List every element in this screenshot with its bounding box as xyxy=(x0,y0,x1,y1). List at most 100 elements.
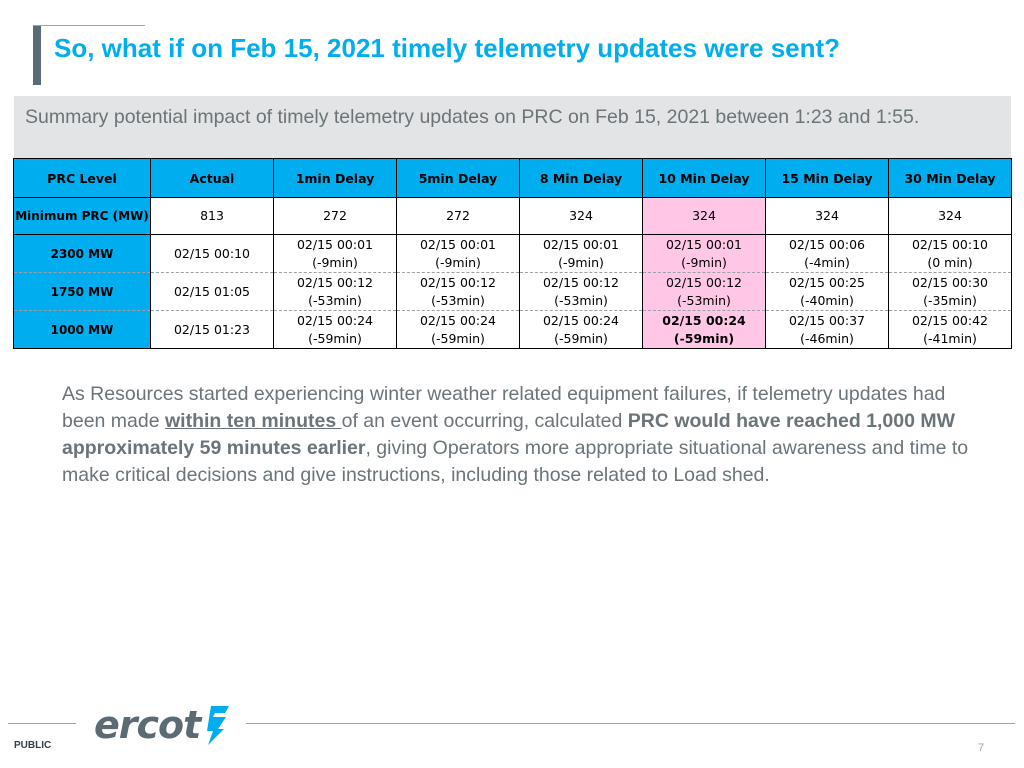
cell-delta: (-53min) xyxy=(308,292,362,308)
table-row-2300mw: 2300 MW 02/15 00:10 02/15 00:01 (-9min) 0… xyxy=(13,234,1012,273)
ercot-logo: ercot xyxy=(94,700,232,750)
page-number: 7 xyxy=(978,742,985,754)
table-cell: 813 xyxy=(150,197,274,235)
table-cell: 02/15 00:42 (-41min) xyxy=(888,310,1012,349)
table-cell-highlighted: 324 xyxy=(642,197,766,235)
row-label: 2300 MW xyxy=(13,234,151,273)
header-prc-level: PRC Level xyxy=(13,158,151,198)
cell-delta: (-59min) xyxy=(308,330,362,346)
cell-delta: (-46min) xyxy=(800,330,854,346)
cell-time: 02/15 00:42 xyxy=(911,312,989,328)
table-cell: 272 xyxy=(273,197,397,235)
cell-time: 02/15 00:30 xyxy=(911,274,989,290)
summary-box: Summary potential impact of timely telem… xyxy=(14,96,1011,158)
body-emphasis-bold: PRC would have reached 1,000 MW approxim… xyxy=(62,410,956,459)
cell-time: 02/15 00:10 xyxy=(911,236,989,252)
table-cell: 02/15 00:37 (-46min) xyxy=(765,310,889,349)
table-row-minimum-prc: Minimum PRC (MW) 813 272 272 324 324 324… xyxy=(13,197,1012,235)
summary-text: Summary potential impact of timely telem… xyxy=(25,106,920,128)
cell-time: 02/15 00:12 xyxy=(419,274,497,290)
header-15min-delay: 15 Min Delay xyxy=(765,158,889,198)
body-text-part: , giving Operators more appropriate situ… xyxy=(62,437,969,486)
body-text-part: As Resources started experiencing winter… xyxy=(62,383,946,432)
title-rule xyxy=(33,25,145,26)
cell-delta: (-9min) xyxy=(435,254,481,270)
footer-rule-left xyxy=(8,723,76,724)
cell-delta: (-35min) xyxy=(923,292,977,308)
cell-time: 02/15 00:06 xyxy=(788,236,866,252)
table-cell: 02/15 00:01 (-9min) xyxy=(273,234,397,273)
header-30min-delay: 30 Min Delay xyxy=(888,158,1012,198)
cell-time: 02/15 00:01 xyxy=(542,236,620,252)
cell-time: 02/15 00:37 xyxy=(788,312,866,328)
table-cell: 02/15 00:10 (0 min) xyxy=(888,234,1012,273)
cell-time: 02/15 00:01 xyxy=(665,236,743,252)
body-paragraph: As Resources started experiencing winter… xyxy=(62,381,987,489)
cell-time: 02/15 00:24 xyxy=(419,312,497,328)
cell-delta: (-53min) xyxy=(554,292,608,308)
cell-delta: (-9min) xyxy=(681,254,727,270)
table-cell: 02/15 00:24 (-59min) xyxy=(396,310,520,349)
table-row-1750mw: 1750 MW 02/15 01:05 02/15 00:12 (-53min) … xyxy=(13,272,1012,311)
cell-time: 02/15 00:12 xyxy=(665,274,743,290)
header-10min-delay: 10 Min Delay xyxy=(642,158,766,198)
table-cell: 02/15 00:06 (-4min) xyxy=(765,234,889,273)
body-emphasis-underline: within ten minutes xyxy=(165,410,342,432)
cell-delta: (0 min) xyxy=(927,254,973,270)
cell-delta: (-59min) xyxy=(431,330,485,346)
header-actual: Actual xyxy=(150,158,274,198)
header-5min-delay: 5min Delay xyxy=(396,158,520,198)
cell-time: 02/15 00:12 xyxy=(296,274,374,290)
table-cell: 02/15 00:12 (-53min) xyxy=(273,272,397,311)
cell-time: 02/15 00:24 xyxy=(296,312,374,328)
table-cell: 02/15 00:12 (-53min) xyxy=(396,272,520,311)
header-1min-delay: 1min Delay xyxy=(273,158,397,198)
body-text-part: of an event occurring, calculated xyxy=(341,410,628,432)
table-cell: 02/15 00:12 (-53min) xyxy=(519,272,643,311)
cell-time: 02/15 00:24 xyxy=(542,312,620,328)
cell-delta: (-9min) xyxy=(312,254,358,270)
cell-time: 02/15 00:12 xyxy=(542,274,620,290)
table-cell: 324 xyxy=(519,197,643,235)
cell-time: 02/15 00:24 xyxy=(662,312,746,328)
cell-delta: (-59min) xyxy=(554,330,608,346)
table-cell: 324 xyxy=(765,197,889,235)
table-cell-highlighted: 02/15 00:12 (-53min) xyxy=(642,272,766,311)
prc-table: PRC Level Actual 1min Delay 5min Delay 8… xyxy=(13,158,1012,349)
cell-time: 02/15 00:01 xyxy=(419,236,497,252)
table-cell: 02/15 00:25 (-40min) xyxy=(765,272,889,311)
header-8min-delay: 8 Min Delay xyxy=(519,158,643,198)
row-label: 1750 MW xyxy=(13,272,151,311)
classification-label: PUBLIC xyxy=(14,740,52,751)
table-cell-highlighted: 02/15 00:01 (-9min) xyxy=(642,234,766,273)
table-cell: 02/15 00:01 (-9min) xyxy=(519,234,643,273)
table-row-1000mw: 1000 MW 02/15 01:23 02/15 00:24 (-59min) … xyxy=(13,310,1012,349)
slide-title: So, what if on Feb 15, 2021 timely telem… xyxy=(54,33,841,63)
cell-time: 02/15 00:25 xyxy=(788,274,866,290)
table-cell: 272 xyxy=(396,197,520,235)
title-accent-bar xyxy=(33,25,41,85)
cell-delta: (-59min) xyxy=(673,330,735,346)
table-header-row: PRC Level Actual 1min Delay 5min Delay 8… xyxy=(13,158,1012,198)
row-label: Minimum PRC (MW) xyxy=(13,197,151,235)
footer-rule-right xyxy=(246,723,1015,724)
table-cell: 02/15 00:24 (-59min) xyxy=(273,310,397,349)
cell-delta: (-40min) xyxy=(800,292,854,308)
cell-delta: (-53min) xyxy=(677,292,731,308)
row-label: 1000 MW xyxy=(13,310,151,349)
cell-delta: (-53min) xyxy=(431,292,485,308)
table-cell: 02/15 01:23 xyxy=(150,310,274,349)
table-cell: 02/15 00:30 (-35min) xyxy=(888,272,1012,311)
cell-delta: (-41min) xyxy=(923,330,977,346)
table-cell: 02/15 00:24 (-59min) xyxy=(519,310,643,349)
table-cell-highlighted: 02/15 00:24 (-59min) xyxy=(642,310,766,349)
lightning-bolt-icon xyxy=(207,706,230,745)
cell-time: 02/15 00:01 xyxy=(296,236,374,252)
table-cell: 324 xyxy=(888,197,1012,235)
cell-delta: (-4min) xyxy=(804,254,850,270)
table-cell: 02/15 00:01 (-9min) xyxy=(396,234,520,273)
table-cell: 02/15 00:10 xyxy=(150,234,274,273)
logo-text: ercot xyxy=(94,703,201,747)
cell-delta: (-9min) xyxy=(558,254,604,270)
table-cell: 02/15 01:05 xyxy=(150,272,274,311)
